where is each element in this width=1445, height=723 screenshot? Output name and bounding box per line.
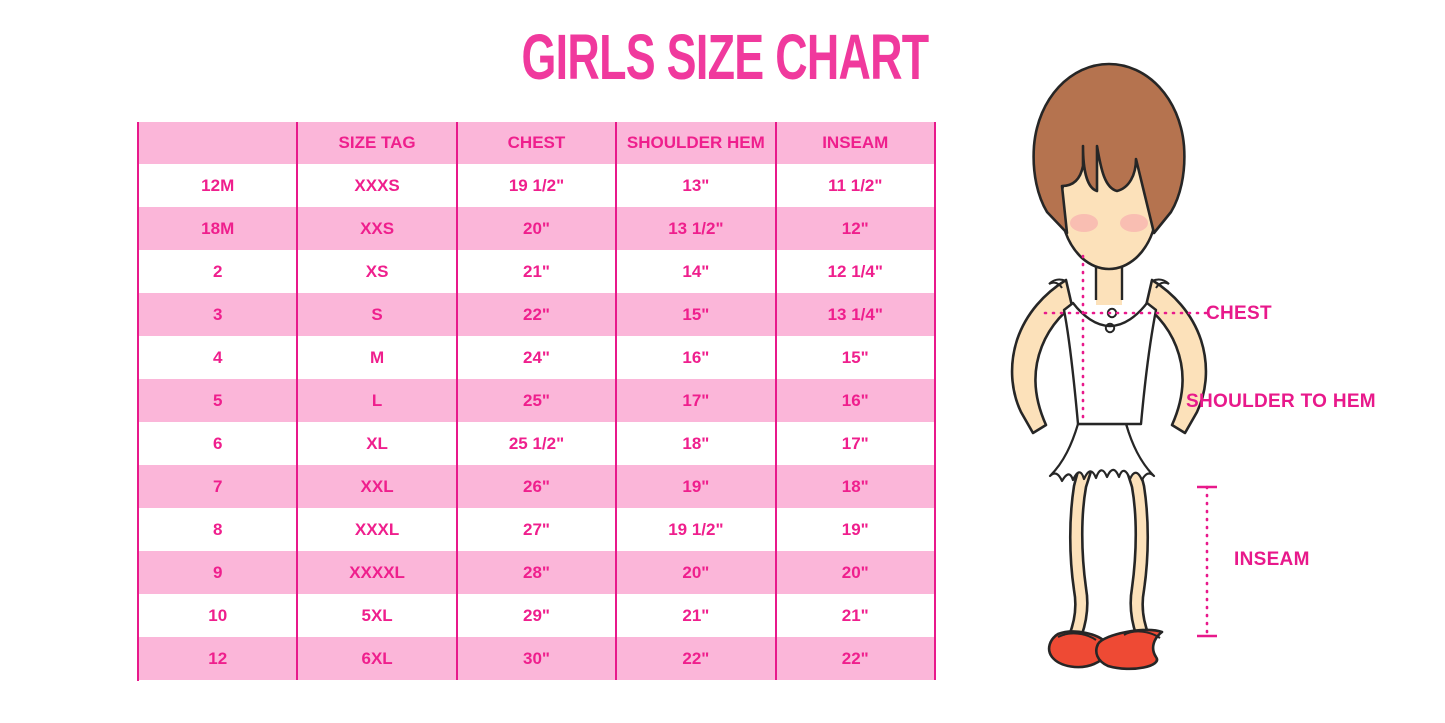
svg-text:SHOULDER TO HEM: SHOULDER TO HEM [1186,391,1376,412]
svg-text:INSEAM: INSEAM [1234,549,1310,570]
svg-text:CHEST: CHEST [1206,303,1272,324]
